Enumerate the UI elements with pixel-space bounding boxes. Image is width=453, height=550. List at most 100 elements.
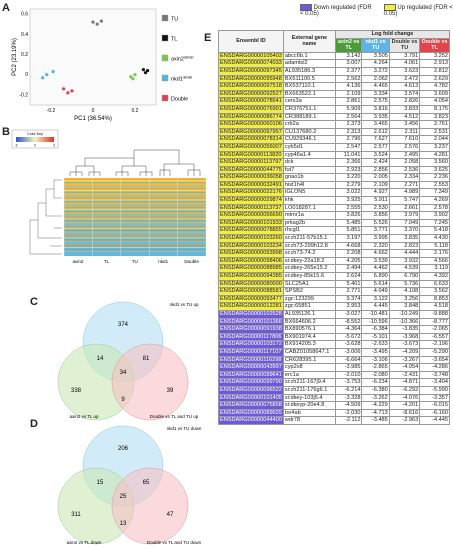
lfc-axin2-cell: -2.112 bbox=[334, 416, 363, 425]
lfc-nkd1-cell: 4.264 bbox=[361, 59, 390, 68]
table-row: ENSDARG00000096522 si:ch211-176g6.1 -6.214… bbox=[218, 385, 450, 395]
lfc-axin2-cell: 2.555 bbox=[334, 203, 363, 213]
gene-name-cell: CU137680.2 bbox=[282, 127, 336, 137]
lfc-double-tl-cell: 3.562 bbox=[419, 287, 450, 296]
table-row: ENSDARG00000044775 fut7 2.923 2.856 2.536 3.6… bbox=[218, 165, 450, 175]
gene-name-cell: CR628395.1 bbox=[282, 355, 336, 365]
venn-down-count: 65 bbox=[143, 480, 150, 486]
lfc-double-tl-cell: 7.245 bbox=[419, 218, 450, 228]
lfc-nkd1-cell: 3.465 bbox=[361, 120, 390, 129]
lfc-axin2-cell: 2.109 bbox=[334, 89, 363, 99]
venn-up-count: 9 bbox=[121, 397, 125, 403]
venn-down-label: axin2 vs TL down bbox=[67, 540, 102, 545]
ensembl-id-cell: ENSDARG00000086774 bbox=[218, 112, 284, 122]
lfc-axin2-cell: -3.753 bbox=[334, 378, 363, 387]
ensembl-id-cell: ENSDARG00000074033 bbox=[218, 59, 284, 68]
heatmap-row-lines bbox=[63, 178, 207, 256]
lfc-axin2-cell: -8.552 bbox=[334, 317, 363, 327]
table-row: ENSDARG00000094385 si:dkey-85k15.6 2.624 6.… bbox=[218, 272, 450, 281]
lfc-double-tl-cell: -6.160 bbox=[419, 408, 450, 418]
gene-name-cell: si:ch73-299h12.8 bbox=[282, 241, 336, 251]
table-row: ENSDARG00000103260 si:ch211-57b15.1 3.197 3… bbox=[218, 234, 450, 243]
table-row: ENSDARG00000056690 mtmr1a 3.826 3.856 3.979 3… bbox=[218, 211, 450, 220]
venn-up-label: axin2 vs TL up bbox=[69, 414, 99, 419]
heatmap-column-label: nkd1 bbox=[158, 259, 168, 264]
ensembl-id-cell: ENSDARG00000093477 bbox=[218, 294, 284, 304]
ensembl-id-cell: ENSDARG00000095948 bbox=[218, 74, 284, 84]
gene-name-cell: zgc:123299 bbox=[282, 294, 336, 304]
venn-down-circle-double bbox=[111, 467, 189, 545]
lfc-double-tu-cell: -3.968 bbox=[388, 332, 421, 342]
lfc-nkd1-cell: -2.080 bbox=[361, 370, 390, 380]
lfc-double-tu-cell: 3.835 bbox=[388, 234, 421, 243]
pca-x-tick: -0.2 bbox=[47, 108, 56, 114]
pca-point bbox=[131, 77, 135, 81]
pca-legend-label: TU bbox=[171, 17, 178, 23]
lfc-double-tu-cell: 2.495 bbox=[388, 150, 421, 160]
table-row: ENSDARG00000093477 zgc:123299 9.374 3.122 3.… bbox=[218, 294, 450, 304]
ensembl-id-cell: ENSDARG00000103172 bbox=[218, 340, 284, 349]
lfc-double-tl-cell: -3.654 bbox=[419, 355, 450, 365]
pca-y-tick: 0 bbox=[25, 72, 28, 78]
lfc-double-tu-cell: -10.366 bbox=[388, 317, 421, 327]
lfc-axin2-cell: 2.923 bbox=[334, 165, 363, 175]
pca-legend-swatch bbox=[161, 74, 169, 82]
lfc-double-tl-cell: -2.196 bbox=[419, 340, 450, 349]
lfc-nkd1-cell: -3.485 bbox=[361, 416, 390, 425]
lfc-nkd1-cell: 2.062 bbox=[361, 74, 390, 84]
gene-name-cell: cyp46a1.4 bbox=[282, 150, 336, 160]
gene-name-cell: crb2a bbox=[282, 120, 336, 129]
lfc-axin2-cell: 2.377 bbox=[334, 66, 363, 76]
ensembl-id-cell: ENSDARG00000043997 bbox=[218, 363, 284, 372]
color-key-tick: 3 bbox=[53, 144, 55, 148]
lfc-nkd1-cell: 2.575 bbox=[361, 97, 390, 106]
ensembl-id-cell: ENSDARG00000060106 bbox=[218, 120, 284, 129]
pca-point bbox=[129, 75, 133, 79]
ensembl-id-cell: ENSDARG00000113820 bbox=[218, 150, 284, 160]
panel-letter-c: C bbox=[30, 296, 38, 308]
lfc-nkd1-cell: 3.334 bbox=[361, 89, 390, 99]
lfc-double-tl-cell: 3.902 bbox=[419, 211, 450, 220]
lfc-nkd1-cell: 7.627 bbox=[361, 135, 390, 144]
table-row: ENSDARG00000091938 BX890576.1 -4.364 -6.384… bbox=[218, 325, 450, 334]
lfc-double-tl-cell: 6.633 bbox=[419, 279, 450, 289]
pca-y-tick: 0.6 bbox=[21, 12, 28, 18]
lfc-double-tl-cell: 4.430 bbox=[419, 234, 450, 243]
lfc-nkd1-cell: 4.927 bbox=[361, 188, 390, 198]
lfc-double-tu-cell: -4.054 bbox=[388, 363, 421, 372]
table-row: ENSDARG00000113737 LO018287.1 2.555 2.530 2.… bbox=[218, 203, 450, 213]
gene-table-body: ENSDARG00000105403 abcc6b.1 3.142 3.505 3.79… bbox=[218, 51, 450, 425]
table-row: ENSDARG00000088985 si:dkey-265e15.2 2.494 4… bbox=[218, 264, 450, 273]
gene-name-cell: hist1h4l bbox=[282, 180, 336, 190]
pca-legend-swatch bbox=[161, 54, 169, 62]
lfc-nkd1-cell: 2.109 bbox=[361, 180, 390, 190]
gene-name-cell: prkag2b bbox=[282, 218, 336, 228]
lfc-double-tl-cell: -4.286 bbox=[419, 363, 450, 372]
pca-legend-swatch bbox=[161, 94, 169, 102]
venn-up-label: Double vs TL and TU up bbox=[150, 414, 199, 419]
lfc-nkd1-cell: 2.424 bbox=[361, 158, 390, 167]
lfc-axin2-cell: 3.007 bbox=[334, 59, 363, 68]
col-header-double-vs-tu: Double vs TU bbox=[388, 37, 421, 53]
ensembl-id-cell: ENSDARG00000076901 bbox=[218, 104, 284, 114]
lfc-double-tl-cell: 3.609 bbox=[419, 89, 450, 99]
lfc-double-tl-cell: -6.557 bbox=[419, 332, 450, 342]
ensembl-id-cell: ENSDARG00000012281 bbox=[218, 302, 284, 311]
lfc-double-tl-cell: 2.761 bbox=[419, 120, 450, 129]
lfc-axin2-cell: 5.401 bbox=[334, 279, 363, 289]
lfc-nkd1-cell: -3.495 bbox=[361, 347, 390, 357]
lfc-nkd1-cell: 4.445 bbox=[361, 302, 390, 311]
lfc-double-tu-cell: 3.574 bbox=[388, 89, 421, 99]
lfc-double-tu-cell: 4.061 bbox=[388, 59, 421, 68]
pca-plot-area bbox=[29, 8, 157, 106]
col-header-axin2-vs-tl: axin2 vs TL bbox=[334, 37, 363, 53]
gene-name-cell: AL935186.3 bbox=[282, 66, 336, 76]
lfc-double-tl-cell: 7.349 bbox=[419, 188, 450, 198]
lfc-nkd1-cell: -6.234 bbox=[361, 378, 390, 387]
lfc-nkd1-cell: 3.524 bbox=[361, 150, 390, 160]
legend-down-swatch bbox=[300, 4, 312, 11]
venn-down-label: nkd1 vs TU down bbox=[167, 426, 202, 431]
lfc-nkd1-cell: 3.995 bbox=[361, 234, 390, 243]
lfc-double-tu-cell: 3.370 bbox=[388, 226, 421, 236]
col-header-double-vs-tl: Double vs TL bbox=[419, 37, 450, 53]
